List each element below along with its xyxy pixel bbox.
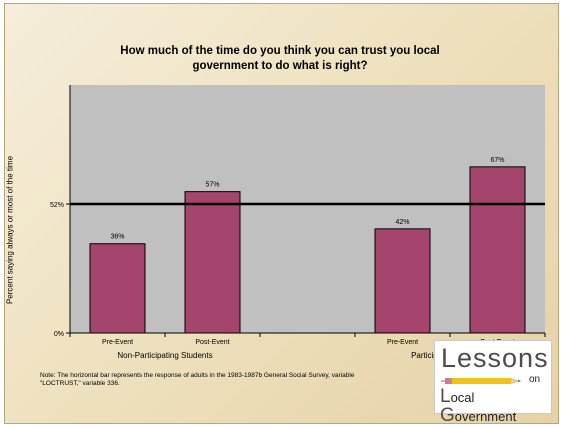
bar-value-label: 57% [205,182,219,189]
logo-line-local-government: Local Government [440,386,551,426]
x-tick-label: Pre-Event [102,339,133,346]
logo-line-lessons: Lessons [441,343,549,373]
bar [89,243,146,334]
bar-value-label: 42% [395,219,409,226]
logo-initial-l: L [440,386,451,407]
x-group-label: Non-Participating Students [117,351,212,360]
x-tick-label: Post-Event [195,339,229,346]
bar [469,166,526,334]
lessons-logo: Lessons on Local Government [434,340,552,425]
y-tick-label: 0% [54,331,64,338]
logo-word-ocal: ocal [450,390,475,405]
bar [374,228,431,334]
chart-title: How much of the time do you think you ca… [120,45,440,72]
bar-value-label: 67% [490,157,504,164]
chart-note: Note: The horizontal bar represents the … [40,372,355,387]
logo-word-overnment: overnment [454,409,517,424]
plot-area [70,85,545,333]
logo-line-on: on [529,374,541,385]
pencil-icon [441,378,521,384]
bar-value-label: 36% [110,234,124,241]
y-tick-label: 52% [50,202,64,209]
logo-initial-g: G [440,405,455,426]
bar [184,191,241,334]
x-tick-label: Pre-Event [387,339,418,346]
